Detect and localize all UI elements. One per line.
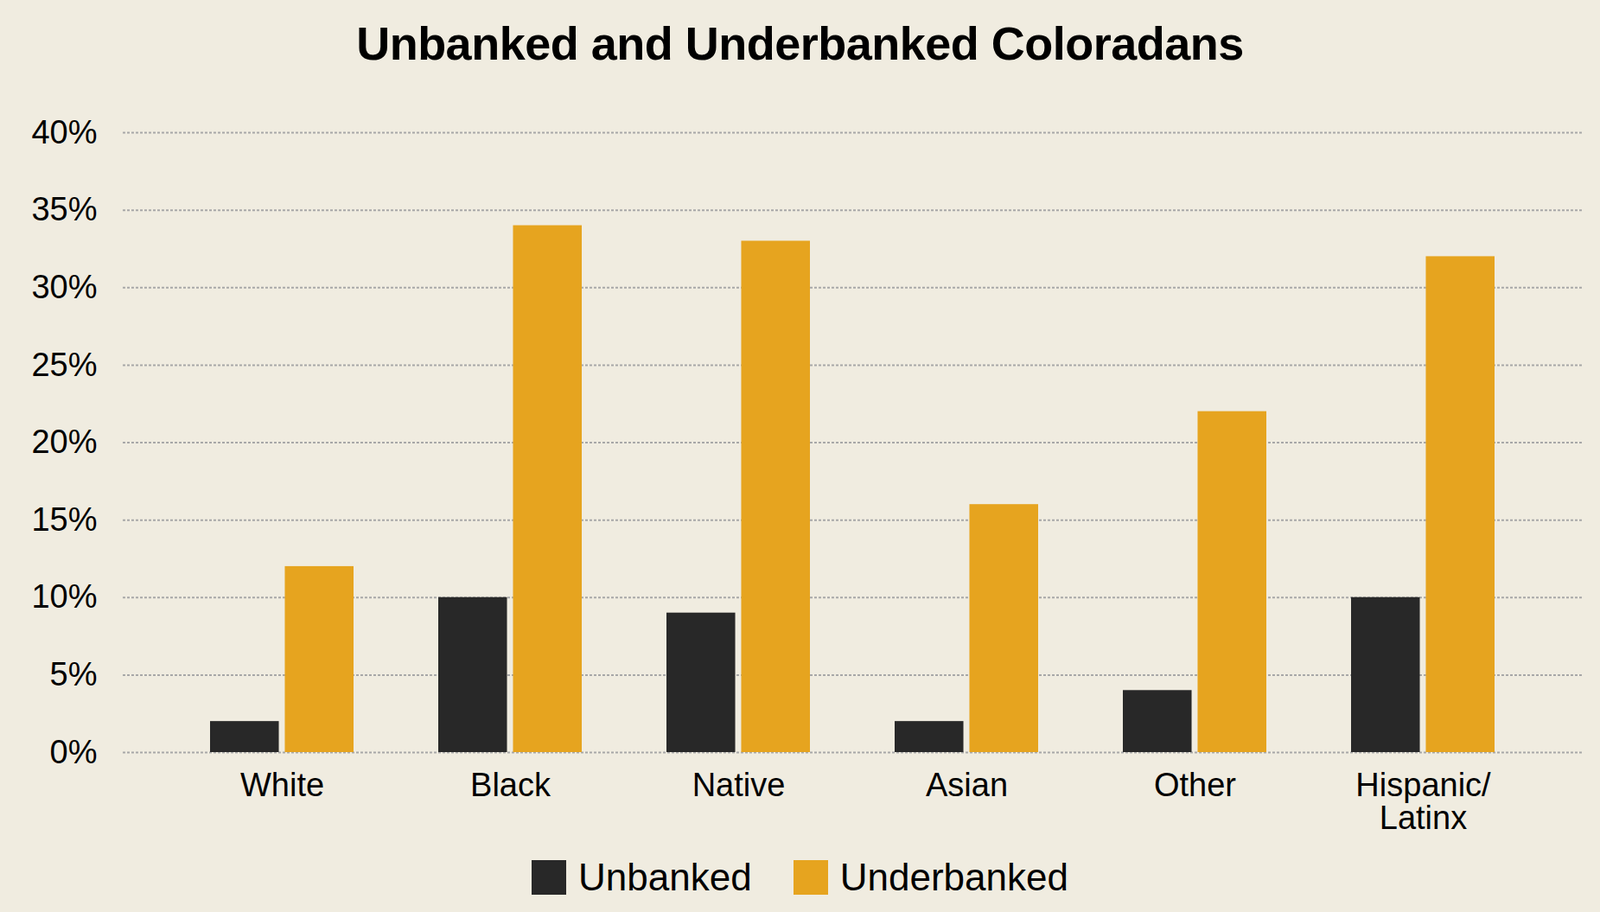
svg-text:0%: 0%: [50, 733, 98, 771]
svg-text:5%: 5%: [50, 656, 98, 693]
html-text:Unbanked and Underbanked Color: Unbanked and Underbanked Coloradans: [356, 17, 1244, 70]
svg-text:Asian: Asian: [925, 766, 1008, 804]
svg-text:Hispanic/Latinx: Hispanic/Latinx: [1355, 766, 1492, 836]
html-text:Underbanked: Underbanked: [839, 855, 1069, 899]
svg-text:40%: 40%: [31, 114, 97, 151]
svg-text:Black: Black: [470, 766, 552, 804]
svg-text:Native: Native: [692, 766, 786, 804]
html-text:Unbanked: Unbanked: [578, 855, 752, 899]
svg-text:10%: 10%: [31, 578, 97, 615]
svg-text:30%: 30%: [31, 268, 97, 306]
svg-text:15%: 15%: [31, 501, 97, 538]
svg-text:35%: 35%: [31, 191, 97, 228]
svg-text:20%: 20%: [31, 423, 97, 460]
svg-text:25%: 25%: [31, 346, 97, 383]
svg-text:Other: Other: [1153, 766, 1237, 804]
svg-text:White: White: [240, 766, 325, 804]
